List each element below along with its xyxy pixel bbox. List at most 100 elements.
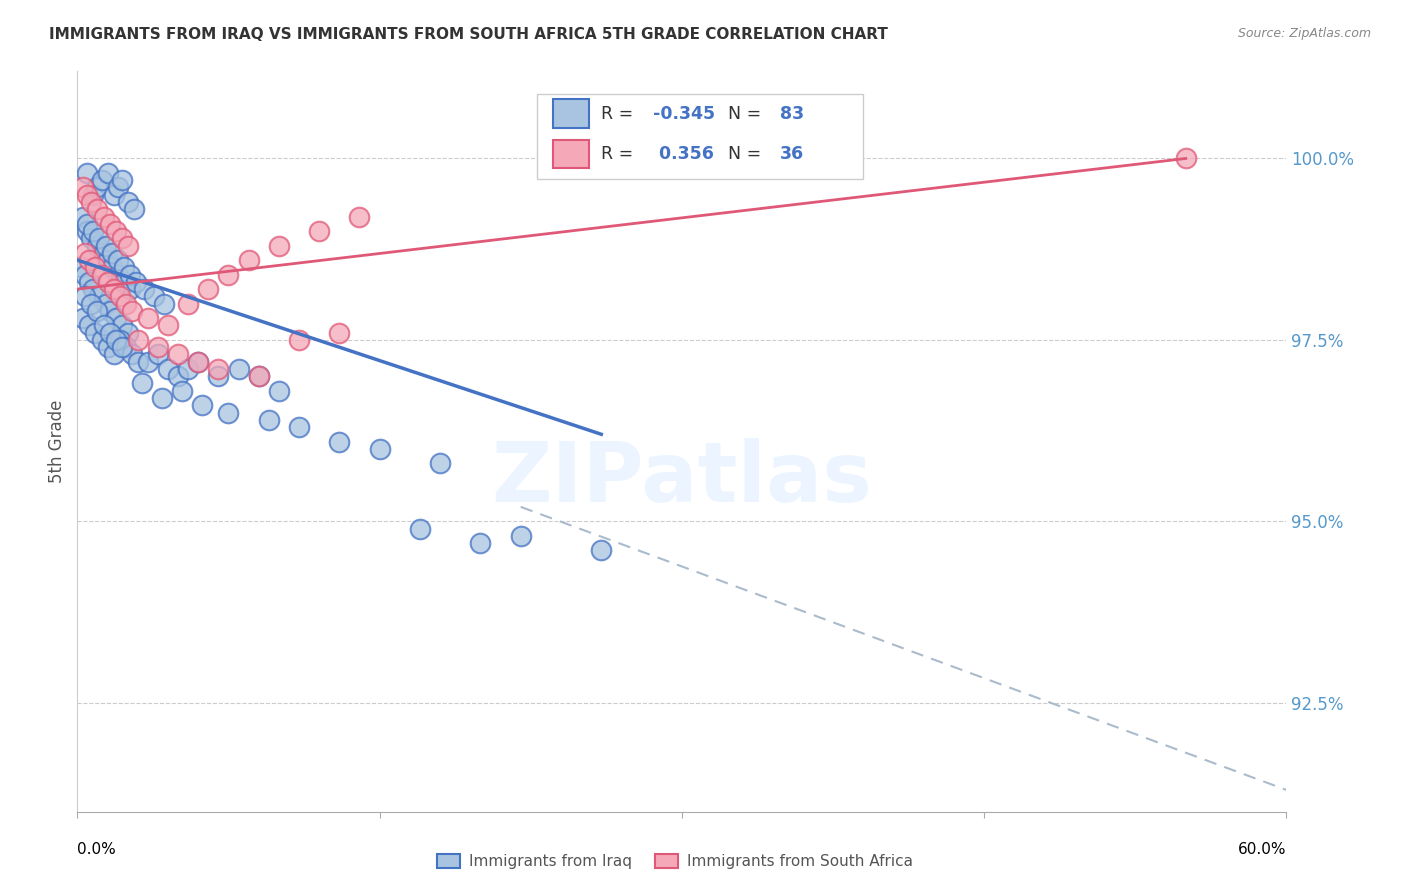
Point [70,260,93,275]
Point [167,369,190,384]
Point [308,224,330,238]
Point [80,296,103,310]
Point [118,282,141,296]
Point [103,282,125,296]
Point [75,245,97,260]
Text: 83: 83 [780,104,804,122]
Text: 60.0%: 60.0% [1239,842,1286,857]
Point [111,340,134,354]
Point [127,333,149,347]
Point [76,217,98,231]
Point [80,194,103,209]
Point [107,180,129,194]
Point [267,238,290,252]
Point [177,296,200,310]
Point [82,224,104,238]
Point [146,340,169,354]
Point [1174,152,1197,166]
Point [111,318,134,333]
Point [94,238,117,252]
Point [79,275,101,289]
Point [247,369,270,384]
Point [76,224,98,238]
Point [157,362,180,376]
Text: N =: N = [728,104,766,122]
Point [131,376,153,391]
Point [117,326,139,340]
Point [121,304,143,318]
Point [90,333,112,347]
Point [76,187,98,202]
Point [96,340,118,354]
Point [72,210,94,224]
Point [104,333,127,347]
Point [136,354,159,368]
Point [207,369,229,384]
Point [187,354,209,368]
Point [82,282,104,296]
Point [117,194,139,209]
Point [111,231,134,245]
Point [125,275,148,289]
Point [90,173,112,187]
Point [146,347,169,361]
Point [117,238,139,252]
Point [197,282,219,296]
Point [72,180,94,194]
Point [75,289,97,303]
Point [76,166,98,180]
Point [96,275,118,289]
Point [368,442,391,456]
Point [108,333,131,347]
Point [150,391,173,405]
Point [122,202,145,217]
Point [100,245,122,260]
Point [86,238,108,252]
Point [127,354,149,368]
Point [100,260,122,275]
Text: 0.356: 0.356 [652,145,714,163]
Point [98,326,121,340]
Point [111,173,134,187]
Point [98,304,121,318]
Point [114,296,136,310]
Point [84,260,107,275]
Point [90,268,112,282]
Point [153,296,176,310]
Point [238,253,260,268]
Point [98,217,121,231]
Point [107,253,129,268]
FancyBboxPatch shape [537,94,863,178]
Point [93,245,115,260]
Point [142,289,165,303]
Point [132,282,155,296]
Point [103,187,125,202]
Point [177,362,200,376]
Point [429,456,451,470]
Point [121,347,143,361]
Text: Source: ZipAtlas.com: Source: ZipAtlas.com [1237,27,1371,40]
Point [328,434,350,449]
Point [118,268,141,282]
Point [470,536,492,550]
Point [191,398,214,412]
Point [257,413,280,427]
Point [93,318,115,333]
Point [114,340,136,354]
Text: IMMIGRANTS FROM IRAQ VS IMMIGRANTS FROM SOUTH AFRICA 5TH GRADE CORRELATION CHART: IMMIGRANTS FROM IRAQ VS IMMIGRANTS FROM … [49,27,889,42]
Point [89,231,111,245]
Text: 36: 36 [780,145,804,163]
Point [72,311,94,326]
Point [409,522,432,536]
Point [86,304,108,318]
Point [267,384,290,398]
Point [228,362,250,376]
Point [112,275,135,289]
Point [172,384,194,398]
Point [86,202,108,217]
Point [79,318,101,333]
Point [89,289,111,303]
Point [288,333,311,347]
Point [187,354,209,368]
Text: N =: N = [728,145,766,163]
